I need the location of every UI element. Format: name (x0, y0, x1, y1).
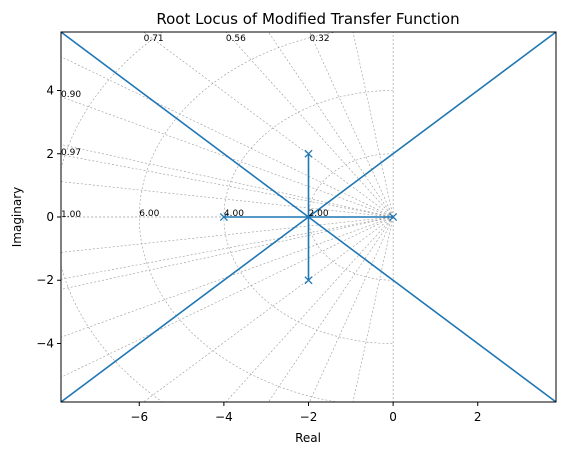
pole-marker-stroke (219, 212, 228, 222)
x-tick-label: −6 (130, 410, 148, 424)
damping-ray (225, 216, 394, 402)
x-tick-label: 0 (389, 410, 397, 424)
damping-ray (143, 216, 394, 402)
damping-ray (61, 154, 394, 218)
y-axis-label: Imaginary (10, 187, 24, 248)
damping-ray (268, 32, 394, 218)
damping-ratio-label: 0.32 (310, 34, 330, 44)
x-tick-label: 2 (474, 410, 482, 424)
natural-frequency-label: 2.00 (309, 209, 329, 219)
damping-ratio-label: 0.97 (61, 148, 81, 158)
damping-ray (61, 216, 394, 253)
pole-marker-stroke (304, 276, 313, 285)
damping-ray (61, 56, 394, 218)
natural-frequency-label: 6.00 (139, 209, 159, 219)
pole-marker (219, 212, 228, 222)
axis-ticks: −6 −4 −2 0 2 −4 −2 0 2 4 (36, 84, 481, 424)
y-tick-label: −4 (36, 336, 54, 350)
locus-branch (61, 32, 309, 218)
y-tick-label: 4 (46, 84, 54, 98)
locus-branch (308, 32, 556, 218)
locus-branches (61, 32, 556, 402)
pole-marker (304, 276, 313, 285)
damping-ratio-label: 0.90 (61, 90, 81, 100)
damping-ray (352, 216, 394, 402)
y-tick-label: 2 (46, 147, 54, 161)
x-tick-label: −2 (300, 410, 318, 424)
damping-ray (61, 96, 394, 218)
x-tick-label: −4 (215, 410, 233, 424)
chart-title: Root Locus of Modified Transfer Function (156, 10, 459, 28)
natural-frequency-label: 4.00 (224, 209, 244, 219)
damping-ratio-label: 0.71 (144, 34, 164, 44)
locus-branch (308, 216, 556, 402)
damping-ray (61, 216, 394, 378)
damping-ray (61, 216, 394, 290)
locus-branch (61, 216, 309, 402)
damping-ray (143, 32, 394, 218)
frequency-arc (61, 32, 163, 402)
damping-ray (225, 32, 394, 218)
damping-ratio-label: 0.56 (226, 34, 246, 44)
damping-ray (268, 216, 394, 402)
damping-ray (61, 144, 394, 218)
y-tick-label: 0 (46, 210, 54, 224)
damping-ray (61, 216, 394, 280)
frequency-arc (139, 32, 340, 402)
pole-marker-stroke (389, 212, 398, 222)
pole-marker-stroke (304, 149, 313, 158)
damping-ray (309, 32, 394, 218)
s-plane-grid (61, 32, 394, 402)
x-axis-label: Real (295, 431, 321, 445)
damping-ratio-label: 1.00 (61, 210, 81, 220)
pole-marker (304, 149, 313, 158)
pole-marker (389, 212, 398, 222)
grid-labels: 0.71 0.56 0.32 0.90 0.97 1.00 6.00 4.00 2.00 (61, 34, 330, 220)
damping-ray (61, 181, 394, 218)
pole-markers (219, 149, 398, 285)
y-tick-label: −2 (36, 273, 54, 287)
